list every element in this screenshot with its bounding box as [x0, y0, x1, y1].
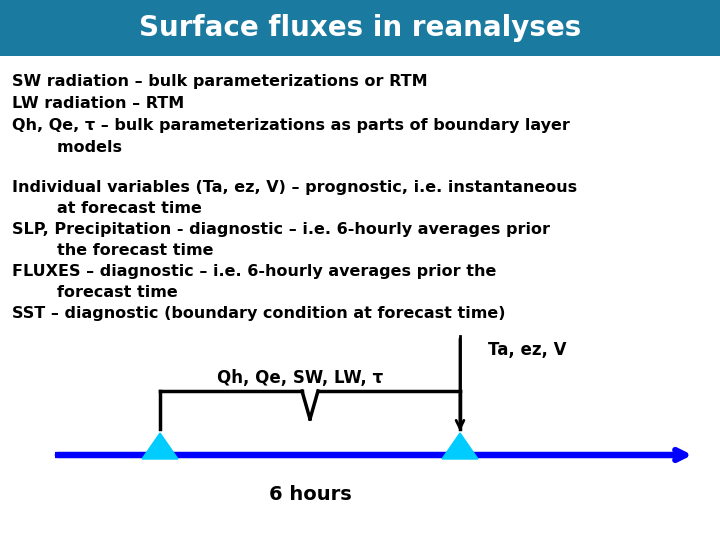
Text: Surface fluxes in reanalyses: Surface fluxes in reanalyses [139, 14, 581, 42]
Text: SLP, Precipitation - diagnostic – i.e. 6-hourly averages prior: SLP, Precipitation - diagnostic – i.e. 6… [12, 222, 550, 237]
Text: FLUXES – diagnostic – i.e. 6-hourly averages prior the: FLUXES – diagnostic – i.e. 6-hourly aver… [12, 264, 496, 279]
Text: Qh, Qe, τ – bulk parameterizations as parts of boundary layer: Qh, Qe, τ – bulk parameterizations as pa… [12, 118, 570, 133]
Text: Individual variables (Ta, ez, V) – prognostic, i.e. instantaneous: Individual variables (Ta, ez, V) – progn… [12, 180, 577, 195]
Text: SST – diagnostic (boundary condition at forecast time): SST – diagnostic (boundary condition at … [12, 306, 505, 321]
Text: Ta, ez, V: Ta, ez, V [488, 341, 567, 359]
Polygon shape [442, 433, 478, 459]
Text: at forecast time: at forecast time [12, 201, 202, 216]
Text: the forecast time: the forecast time [12, 243, 214, 258]
Text: Qh, Qe, SW, LW, τ: Qh, Qe, SW, LW, τ [217, 369, 383, 387]
Text: LW radiation – RTM: LW radiation – RTM [12, 96, 184, 111]
Text: models: models [12, 140, 122, 155]
Text: SW radiation – bulk parameterizations or RTM: SW radiation – bulk parameterizations or… [12, 74, 428, 89]
Text: forecast time: forecast time [12, 285, 178, 300]
Bar [0, 0, 720, 56]
Polygon shape [142, 433, 178, 459]
Text: 6 hours: 6 hours [269, 485, 351, 504]
